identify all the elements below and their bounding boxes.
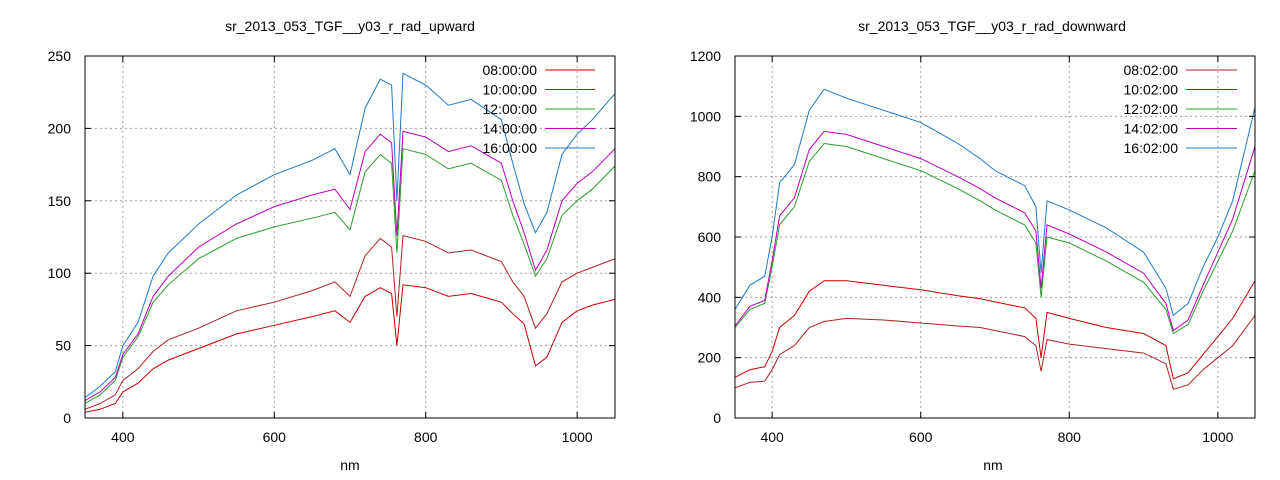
chart-upward-ytick-label: 250: [48, 48, 72, 64]
chart-downward-legend-label-3: 14:02:00: [1124, 121, 1179, 137]
chart-upward-yticks: 0 50 100 150 200 250: [48, 48, 615, 426]
chart-downward-series-line-0: [735, 315, 1255, 390]
chart-upward-plot: [85, 72, 615, 413]
chart-upward-legend-label-4: 16:00:00: [483, 140, 538, 156]
chart-upward: sr_2013_053_TGF__y03_r_rad_upward 400 600…: [48, 18, 616, 473]
chart-upward-xticks: 400 600 800 1000: [111, 56, 593, 445]
chart-downward-series-line-4: [735, 88, 1255, 317]
chart-downward-ytick-label: 1200: [690, 48, 721, 64]
chart-upward-legend-label-0: 08:00:00: [483, 62, 538, 78]
chart-downward-ytick-label: 800: [698, 169, 722, 185]
chart-downward-xtick-label: 800: [1058, 429, 1082, 445]
chart-downward: sr_2013_053_TGF__y03_r_rad_downward 400 6…: [690, 18, 1256, 473]
chart-downward-ytick-label: 600: [698, 229, 722, 245]
chart-downward-legend-label-4: 16:02:00: [1124, 140, 1179, 156]
chart-upward-grid: [85, 56, 615, 418]
chart-upward-ytick-label: 150: [48, 193, 72, 209]
chart-downward-ytick-label: 1000: [690, 108, 721, 124]
chart-downward-xtick-label: 400: [760, 429, 784, 445]
chart-upward-frame: [84, 55, 616, 419]
chart-downward-legend-label-0: 08:02:00: [1124, 62, 1179, 78]
chart-downward-ytick-label: 0: [713, 410, 721, 426]
chart-downward-legend-label-2: 12:02:00: [1124, 101, 1179, 117]
chart-downward-xticks: 400 600 800 1000: [760, 56, 1234, 445]
chart-downward-xtick-label: 1000: [1202, 429, 1233, 445]
chart-downward-legend: 08:02:00 10:02:00 12:02:00 14:02:00 16:02:00: [1124, 62, 1237, 156]
chart-upward-series-line-4: [85, 72, 615, 399]
chart-downward-yticks: 0 200 400 600 800 1000 1200: [690, 48, 1255, 426]
chart-upward-series-line-2: [85, 148, 615, 404]
chart-upward-series-line-1: [85, 234, 615, 410]
chart-downward-title: sr_2013_053_TGF__y03_r_rad_downward: [858, 18, 1126, 34]
chart-upward-xtick-label: 1000: [562, 429, 593, 445]
chart-upward-legend: 08:00:00 10:00:00 12:00:00 14:00:00 16:00:00: [483, 62, 595, 156]
chart-upward-ytick-label: 100: [48, 265, 72, 281]
chart-upward-series-line-0: [85, 284, 615, 413]
chart-downward-grid: [735, 56, 1255, 418]
chart-downward-series-line-2: [735, 142, 1255, 335]
chart-downward-ytick-label: 400: [698, 289, 722, 305]
chart-downward-xlabel: nm: [983, 457, 1002, 473]
chart-upward-legend-label-1: 10:00:00: [483, 82, 538, 98]
chart-upward-legend-label-3: 14:00:00: [483, 121, 538, 137]
chart-downward-xtick-label: 600: [909, 429, 933, 445]
chart-upward-series-line-3: [85, 130, 615, 402]
chart-downward-series-line-1: [735, 280, 1255, 380]
chart-upward-xtick-label: 600: [263, 429, 287, 445]
chart-upward-ytick-label: 0: [63, 410, 71, 426]
chart-upward-xtick-label: 800: [414, 429, 438, 445]
chart-upward-legend-label-2: 12:00:00: [483, 101, 538, 117]
chart-downward-plot: [735, 88, 1255, 390]
chart-upward-xtick-label: 400: [111, 429, 135, 445]
chart-downward-ytick-label: 200: [698, 350, 722, 366]
chart-downward-series-line-3: [735, 130, 1255, 332]
chart-downward-legend-label-1: 10:02:00: [1124, 82, 1179, 98]
chart-upward-ytick-label: 200: [48, 120, 72, 136]
chart-upward-xlabel: nm: [340, 457, 359, 473]
chart-upward-ytick-label: 50: [55, 338, 71, 354]
chart-upward-title: sr_2013_053_TGF__y03_r_rad_upward: [225, 18, 475, 34]
